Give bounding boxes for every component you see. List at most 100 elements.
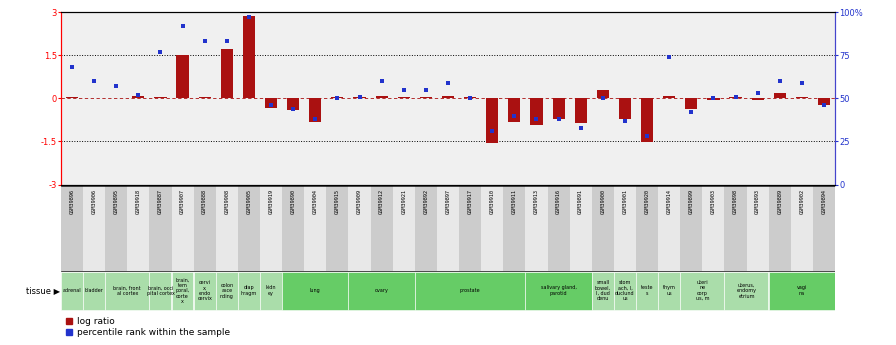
FancyBboxPatch shape bbox=[326, 186, 349, 271]
FancyBboxPatch shape bbox=[260, 272, 282, 310]
Bar bbox=[818, 98, 830, 105]
Bar bbox=[420, 97, 432, 98]
FancyBboxPatch shape bbox=[459, 186, 481, 271]
FancyBboxPatch shape bbox=[636, 272, 658, 310]
Text: GSM39917: GSM39917 bbox=[468, 189, 472, 214]
Text: GSM39898: GSM39898 bbox=[733, 189, 738, 214]
Text: tissue ▶: tissue ▶ bbox=[26, 286, 60, 295]
FancyBboxPatch shape bbox=[349, 272, 415, 310]
FancyBboxPatch shape bbox=[349, 186, 371, 271]
Text: GSM39888: GSM39888 bbox=[202, 189, 207, 214]
FancyBboxPatch shape bbox=[171, 186, 194, 271]
FancyBboxPatch shape bbox=[437, 186, 459, 271]
Text: GSM39887: GSM39887 bbox=[158, 189, 163, 214]
Text: GSM39912: GSM39912 bbox=[379, 189, 384, 214]
FancyBboxPatch shape bbox=[127, 186, 150, 271]
Bar bbox=[398, 97, 409, 98]
Bar bbox=[375, 96, 388, 98]
Text: GSM39890: GSM39890 bbox=[290, 189, 296, 214]
Text: GSM39892: GSM39892 bbox=[424, 189, 428, 214]
FancyBboxPatch shape bbox=[61, 272, 82, 310]
Bar bbox=[530, 98, 543, 125]
Bar bbox=[553, 98, 564, 119]
FancyBboxPatch shape bbox=[105, 186, 127, 271]
FancyBboxPatch shape bbox=[260, 186, 282, 271]
Bar bbox=[199, 97, 211, 98]
Text: colon
asce
nding: colon asce nding bbox=[220, 283, 234, 298]
Text: GSM39899: GSM39899 bbox=[689, 189, 694, 214]
Text: GSM39901: GSM39901 bbox=[623, 189, 627, 214]
Bar bbox=[663, 96, 676, 98]
FancyBboxPatch shape bbox=[216, 186, 237, 271]
Bar bbox=[154, 97, 167, 98]
Text: GSM39907: GSM39907 bbox=[180, 189, 185, 214]
Text: brain, occi
pital cortex: brain, occi pital cortex bbox=[147, 285, 175, 296]
Text: GSM39911: GSM39911 bbox=[512, 189, 517, 214]
Text: GSM39904: GSM39904 bbox=[313, 189, 318, 214]
Text: salivary gland,
parotid: salivary gland, parotid bbox=[540, 285, 576, 296]
Bar bbox=[177, 55, 189, 98]
Text: GSM39902: GSM39902 bbox=[799, 189, 805, 214]
Text: brain,
tem
poral,
corte
x: brain, tem poral, corte x bbox=[176, 277, 190, 304]
Text: GSM39896: GSM39896 bbox=[70, 189, 74, 214]
FancyBboxPatch shape bbox=[194, 186, 216, 271]
Bar bbox=[641, 98, 653, 142]
FancyBboxPatch shape bbox=[636, 186, 659, 271]
Bar bbox=[729, 97, 742, 98]
Text: bladder: bladder bbox=[84, 288, 104, 293]
FancyBboxPatch shape bbox=[769, 272, 835, 310]
Text: GSM39920: GSM39920 bbox=[644, 189, 650, 214]
FancyBboxPatch shape bbox=[150, 186, 171, 271]
Bar bbox=[220, 49, 233, 98]
FancyBboxPatch shape bbox=[415, 186, 437, 271]
Text: GSM39914: GSM39914 bbox=[667, 189, 672, 214]
Legend: log ratio, percentile rank within the sample: log ratio, percentile rank within the sa… bbox=[65, 317, 230, 337]
FancyBboxPatch shape bbox=[61, 186, 83, 271]
Text: small
bowel,
I, dud
denu: small bowel, I, dud denu bbox=[595, 280, 611, 301]
Bar bbox=[597, 90, 609, 98]
Text: ovary: ovary bbox=[375, 288, 389, 293]
Text: GSM39919: GSM39919 bbox=[269, 189, 273, 214]
Bar bbox=[265, 98, 277, 108]
FancyBboxPatch shape bbox=[813, 186, 835, 271]
Text: GSM39895: GSM39895 bbox=[114, 189, 119, 214]
FancyBboxPatch shape bbox=[725, 272, 769, 310]
Text: GSM39893: GSM39893 bbox=[755, 189, 760, 214]
Text: brain, front
al cortex: brain, front al cortex bbox=[114, 285, 141, 296]
Bar bbox=[707, 98, 719, 100]
FancyBboxPatch shape bbox=[305, 186, 326, 271]
Text: vagi
na: vagi na bbox=[797, 285, 807, 296]
Bar bbox=[773, 93, 786, 98]
Text: cervi
x,
endo
cervix: cervi x, endo cervix bbox=[197, 280, 212, 301]
FancyBboxPatch shape bbox=[282, 272, 349, 310]
Bar bbox=[796, 97, 808, 98]
FancyBboxPatch shape bbox=[83, 272, 105, 310]
FancyBboxPatch shape bbox=[415, 272, 525, 310]
FancyBboxPatch shape bbox=[392, 186, 415, 271]
Text: stom
ach, I,
duclund
us: stom ach, I, duclund us bbox=[616, 280, 634, 301]
Bar bbox=[66, 97, 78, 98]
Text: GSM39913: GSM39913 bbox=[534, 189, 539, 214]
FancyBboxPatch shape bbox=[525, 272, 591, 310]
FancyBboxPatch shape bbox=[237, 272, 260, 310]
Bar bbox=[487, 98, 498, 143]
FancyBboxPatch shape bbox=[282, 186, 305, 271]
FancyBboxPatch shape bbox=[769, 186, 791, 271]
FancyBboxPatch shape bbox=[659, 186, 680, 271]
Bar bbox=[508, 98, 521, 122]
FancyBboxPatch shape bbox=[105, 272, 149, 310]
FancyBboxPatch shape bbox=[150, 272, 171, 310]
Text: GSM39897: GSM39897 bbox=[445, 189, 451, 214]
Bar bbox=[287, 98, 299, 110]
Text: lung: lung bbox=[310, 288, 321, 293]
FancyBboxPatch shape bbox=[570, 186, 591, 271]
Text: GSM39910: GSM39910 bbox=[490, 189, 495, 214]
Text: GSM39916: GSM39916 bbox=[556, 189, 561, 214]
Text: GSM39908: GSM39908 bbox=[224, 189, 229, 214]
Bar bbox=[133, 96, 144, 98]
FancyBboxPatch shape bbox=[614, 272, 636, 310]
Text: GSM39891: GSM39891 bbox=[578, 189, 583, 214]
FancyBboxPatch shape bbox=[504, 186, 525, 271]
FancyBboxPatch shape bbox=[659, 272, 680, 310]
FancyBboxPatch shape bbox=[791, 186, 813, 271]
